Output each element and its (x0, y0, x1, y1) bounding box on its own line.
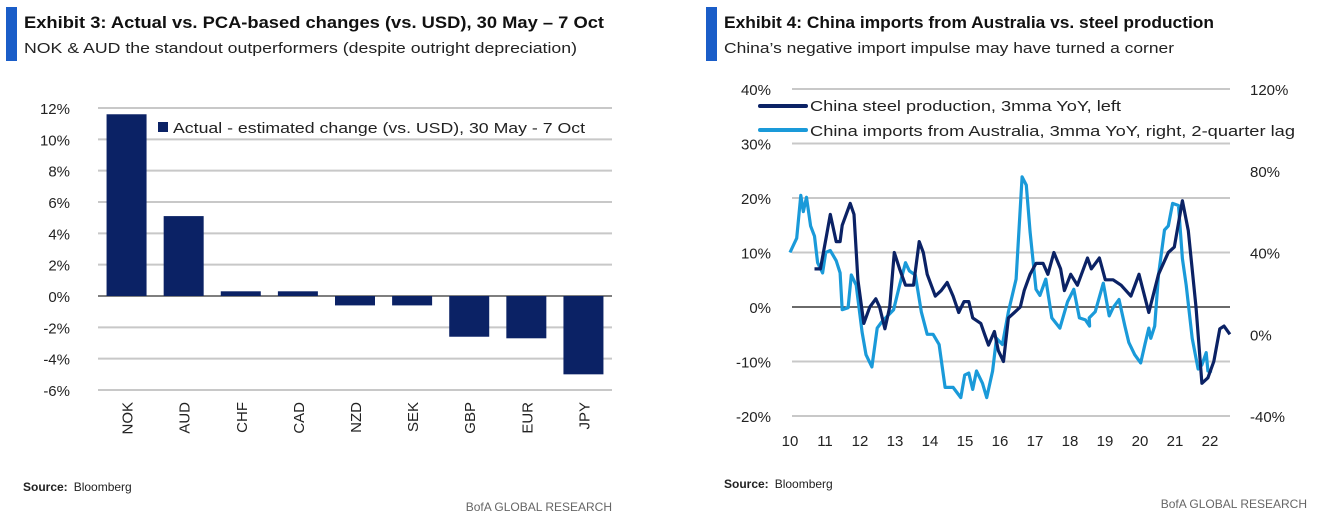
left-y-tick-label: 30% (741, 137, 771, 154)
x-tick-label: 22 (1202, 433, 1219, 450)
bar-chf (220, 291, 261, 296)
y-tick-label: 0% (48, 289, 70, 306)
source-value: Bloomberg (775, 477, 833, 491)
exhibit-4-brand: BofA GLOBAL RESEARCH (1161, 497, 1307, 511)
exhibit-3-source: Source: Bloomberg (23, 480, 132, 494)
exhibit-4-source: Source: Bloomberg (724, 477, 833, 491)
x-tick-label: 11 (817, 433, 833, 450)
x-tick-label: 17 (1027, 433, 1044, 450)
line-chart-gridlines (792, 88, 1230, 417)
bar-jpy (563, 296, 604, 375)
y-tick-label: -4% (43, 352, 70, 369)
exhibit-4-accent-bar (706, 7, 717, 61)
x-tick-label: 10 (782, 433, 799, 450)
x-tick-label: 13 (887, 433, 904, 450)
y-tick-label: 8% (48, 164, 70, 181)
legend-label-actual-estimated: Actual - estimated change (vs. USD), 30 … (173, 120, 586, 137)
exhibit-3: Exhibit 3: Actual vs. PCA-based changes … (6, 7, 612, 514)
bar-aud (163, 216, 204, 296)
bar-sek (392, 296, 433, 306)
y-tick-label: 6% (48, 195, 70, 212)
right-y-tick-label: 80% (1250, 164, 1280, 181)
line-chart-x-axis: 10 11 12 13 14 15 16 17 18 19 20 21 22 (782, 433, 1219, 450)
line-chart-left-axis: 40% 30% 20% 10% 0% -10% -20% (736, 82, 771, 426)
bar-nok (106, 114, 147, 297)
left-y-tick-label: -20% (736, 409, 771, 426)
exhibit-4-subtitle: China’s negative import impulse may have… (724, 40, 1174, 57)
source-label: Source: (724, 477, 769, 491)
y-tick-label: -2% (43, 320, 70, 337)
x-tick-label: SEK (405, 402, 422, 432)
legend-label-imports: China imports from Australia, 3mma YoY, … (810, 123, 1295, 140)
left-y-tick-label: 40% (741, 82, 771, 99)
line-chart-series (788, 175, 1232, 400)
bar-chart-x-axis: NOK AUD CHF CAD NZD SEK GBP EUR JPY (120, 402, 594, 435)
bar-gbp (449, 296, 490, 337)
x-tick-label: GBP (462, 402, 479, 434)
x-tick-label: 16 (992, 433, 1009, 450)
x-tick-label: CAD (291, 402, 308, 434)
left-y-tick-label: 10% (741, 246, 771, 263)
right-y-tick-label: 120% (1250, 82, 1288, 99)
right-y-tick-label: 40% (1250, 246, 1280, 263)
exhibit-4-title: Exhibit 4: China imports from Australia … (724, 13, 1214, 32)
bar-chart-y-axis: 12% 10% 8% 6% 4% 2% 0% -2% -4% -6% (40, 101, 70, 400)
x-tick-label: CHF (234, 402, 251, 433)
source-value: Bloomberg (74, 480, 132, 494)
right-y-tick-label: -40% (1250, 409, 1285, 426)
y-tick-label: 2% (48, 258, 70, 275)
line-chart-right-axis: 120% 80% 40% 0% -40% (1250, 82, 1288, 426)
series-imports-australia (788, 175, 1213, 400)
line-chart-legend: China steel production, 3mma YoY, left C… (758, 98, 1295, 140)
legend-label-steel: China steel production, 3mma YoY, left (810, 98, 1122, 115)
exhibit-3-accent-bar (6, 7, 17, 61)
right-y-tick-label: 0% (1250, 327, 1272, 344)
x-tick-label: NZD (348, 402, 365, 433)
source-label: Source: (23, 480, 68, 494)
x-tick-label: 20 (1132, 433, 1149, 450)
x-tick-label: JPY (576, 402, 593, 430)
x-tick-label: 18 (1062, 433, 1079, 450)
left-y-tick-label: 20% (741, 191, 771, 208)
y-tick-label: 12% (40, 101, 70, 118)
exhibit-3-subtitle: NOK & AUD the standout outperformers (de… (24, 40, 577, 57)
left-y-tick-label: 0% (749, 300, 771, 317)
x-tick-label: 21 (1167, 433, 1184, 450)
y-tick-label: -6% (43, 383, 70, 400)
exhibit-3-brand: BofA GLOBAL RESEARCH (466, 500, 612, 514)
bar-nzd (335, 296, 375, 306)
bar-eur (506, 296, 547, 339)
bar-chart-legend: Actual - estimated change (vs. USD), 30 … (158, 120, 586, 137)
y-tick-label: 4% (48, 226, 70, 243)
exhibit-3-title: Exhibit 3: Actual vs. PCA-based changes … (24, 13, 604, 32)
bar-chart-bars (106, 114, 604, 375)
x-tick-label: NOK (120, 402, 137, 435)
y-tick-label: 10% (40, 132, 70, 149)
left-y-tick-label: -10% (736, 355, 771, 372)
bar-cad (277, 291, 318, 296)
x-tick-label: AUD (177, 402, 194, 434)
x-tick-label: 15 (957, 433, 974, 450)
x-tick-label: 12 (852, 433, 869, 450)
exhibit-4: Exhibit 4: China imports from Australia … (706, 7, 1307, 511)
legend-swatch-actual-estimated (158, 122, 168, 132)
x-tick-label: 19 (1097, 433, 1114, 450)
series-steel-production (814, 199, 1232, 385)
x-tick-label: EUR (519, 402, 536, 434)
x-tick-label: 14 (922, 433, 939, 450)
